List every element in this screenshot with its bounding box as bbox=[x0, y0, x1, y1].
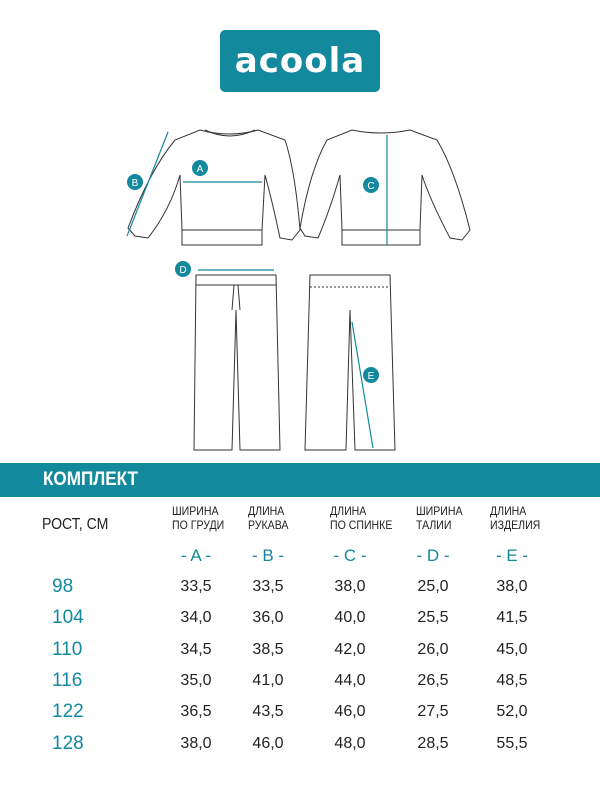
table-cell: 38,0 bbox=[334, 578, 366, 595]
table-cell: 34,0 bbox=[180, 609, 212, 627]
section-title: КОМПЛЕКТ bbox=[43, 469, 138, 490]
sweatshirt-back bbox=[299, 129, 471, 246]
table-cell: 48,5 bbox=[496, 671, 528, 689]
table-cell: 45,0 bbox=[496, 640, 528, 658]
column-header-c: ДЛИНА ПО СПИНКЕ bbox=[330, 504, 392, 532]
table-cell: 33,5 bbox=[252, 578, 284, 595]
table-cell: 25,5 bbox=[417, 609, 449, 627]
table-cell: 26,0 bbox=[417, 640, 449, 658]
header-line: ПО ГРУДИ bbox=[172, 518, 225, 532]
table-cell: 43,5 bbox=[252, 703, 284, 721]
header-line: ДЛИНА bbox=[490, 504, 527, 518]
sweatshirt-front bbox=[127, 129, 301, 246]
table-cell: 36,5 bbox=[180, 703, 212, 721]
pants-back bbox=[304, 274, 396, 451]
table-cell: 33,5 bbox=[180, 578, 212, 595]
column-header-b: ДЛИНА РУКАВА bbox=[248, 504, 288, 532]
table-cell: 38,5 bbox=[252, 640, 284, 658]
table-cell: 34,5 bbox=[180, 640, 212, 658]
table-cell: 44,0 bbox=[334, 671, 366, 689]
column-header-a: ШИРИНА ПО ГРУДИ bbox=[172, 504, 224, 532]
row-height: 98 bbox=[52, 576, 74, 597]
label-e: E bbox=[368, 371, 375, 382]
brand-logo: acoola bbox=[220, 30, 380, 92]
label-c: C bbox=[367, 181, 374, 192]
table-cell: 41,0 bbox=[252, 671, 284, 689]
table-cell: 28,5 bbox=[417, 734, 449, 752]
garment-diagram: A B C D E bbox=[126, 129, 471, 451]
column-letter-a: - A - bbox=[180, 546, 212, 565]
header-line: ДЛИНА bbox=[248, 504, 285, 518]
column-letter-e: - E - bbox=[495, 546, 529, 565]
table-cell: 27,5 bbox=[417, 703, 449, 721]
table-cell: 41,5 bbox=[496, 609, 528, 627]
logo-text: acoola bbox=[234, 41, 366, 81]
table-cell: 46,0 bbox=[252, 734, 284, 752]
table-cell: 46,0 bbox=[334, 703, 366, 721]
measurement-lines bbox=[126, 131, 388, 449]
header-line: ШИРИНА bbox=[172, 504, 219, 518]
row-height: 116 bbox=[52, 669, 83, 691]
row-height: 110 bbox=[52, 638, 83, 660]
label-d: D bbox=[179, 265, 186, 276]
table-cell: 55,5 bbox=[496, 734, 528, 752]
header-line: ДЛИНА bbox=[330, 504, 367, 518]
table-cell: 38,0 bbox=[180, 734, 212, 752]
row-height: 104 bbox=[52, 607, 84, 629]
row-height: 128 bbox=[52, 732, 84, 754]
measurement-badges: A B C D E bbox=[127, 160, 379, 383]
row-height: 122 bbox=[52, 701, 84, 723]
table-cell: 38,0 bbox=[496, 578, 528, 595]
header-line: ТАЛИИ bbox=[416, 518, 452, 532]
pants-front bbox=[193, 274, 281, 451]
label-b: B bbox=[132, 178, 139, 189]
column-letter-d: - D - bbox=[416, 546, 450, 565]
column-letter-c: - C - bbox=[333, 546, 367, 565]
row-header: РОСТ, СМ bbox=[42, 516, 109, 533]
table-cell: 42,0 bbox=[334, 640, 366, 658]
header-line: ИЗДЕЛИЯ bbox=[490, 518, 541, 532]
table-cell: 35,0 bbox=[180, 671, 212, 689]
header-line: ПО СПИНКЕ bbox=[330, 518, 393, 532]
column-header-e: ДЛИНА ИЗДЕЛИЯ bbox=[490, 504, 540, 532]
table-cell: 40,0 bbox=[334, 609, 366, 627]
column-letter-b: - B - bbox=[251, 546, 285, 565]
table-cell: 26,5 bbox=[417, 671, 449, 689]
table-cell: 25,0 bbox=[417, 578, 449, 595]
header-line: ШИРИНА bbox=[416, 504, 463, 518]
table-cell: 36,0 bbox=[252, 609, 284, 627]
header-line: РУКАВА bbox=[248, 518, 289, 532]
column-header-d: ШИРИНА ТАЛИИ bbox=[416, 504, 463, 532]
section-banner: КОМПЛЕКТ bbox=[0, 463, 600, 497]
label-a: A bbox=[197, 164, 204, 175]
table-cell: 48,0 bbox=[334, 734, 366, 752]
table-cell: 52,0 bbox=[496, 703, 528, 721]
